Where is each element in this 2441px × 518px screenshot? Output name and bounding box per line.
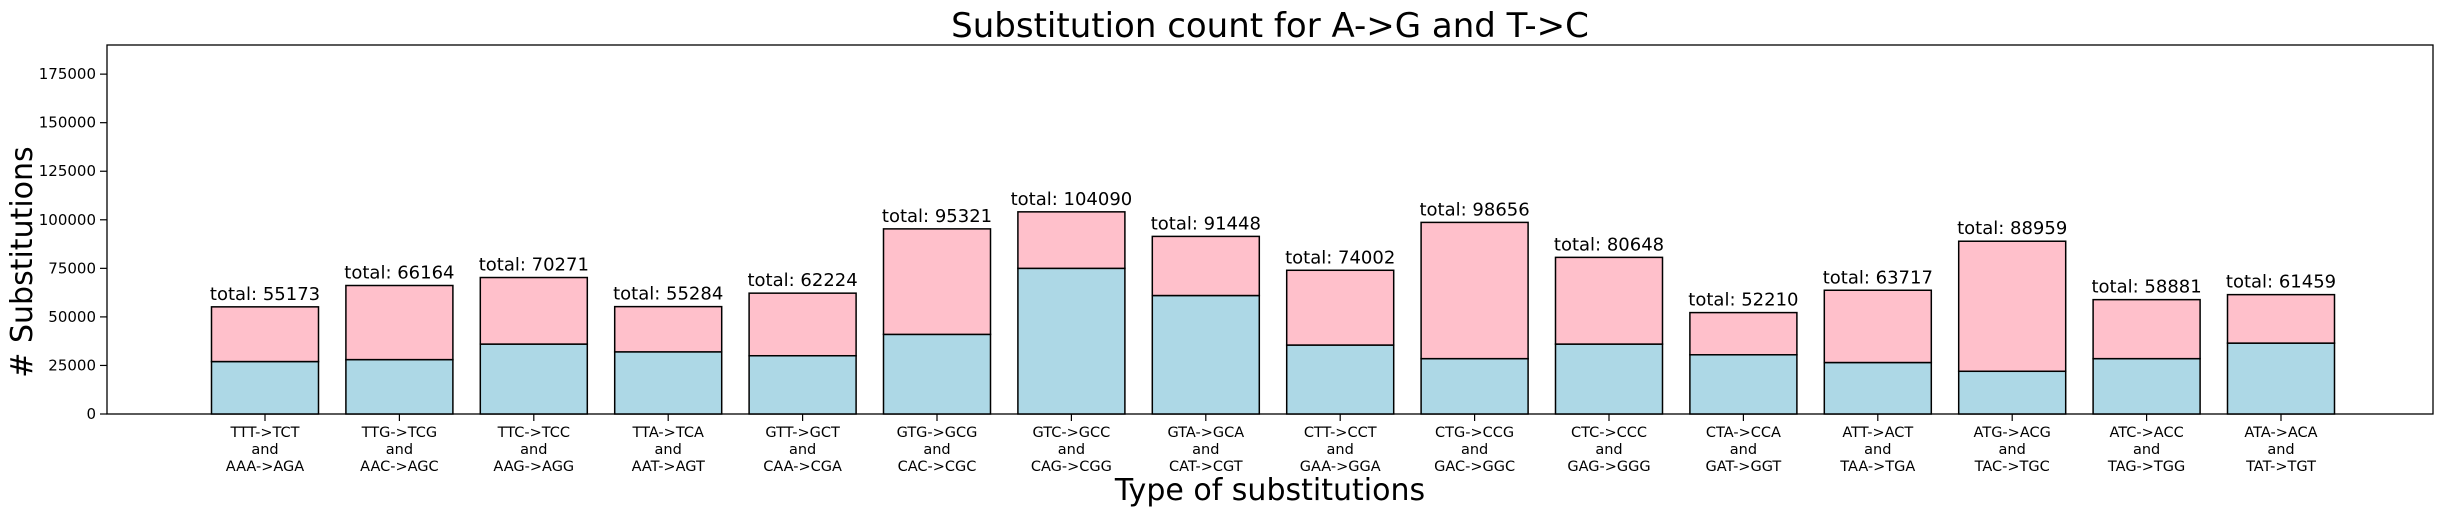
bar-segment-lower: [1420, 357, 1529, 415]
x-axis-label: Type of substitutions: [1114, 473, 1425, 508]
bar-segment-upper: [1823, 289, 1933, 364]
bar-segment-lower: [613, 351, 723, 415]
bar-segment-upper: [345, 284, 454, 361]
bar-segment-lower: [1957, 370, 2067, 415]
bar-segment-upper: [2226, 293, 2336, 344]
chart-title: Substitution count for A->G and T->C: [951, 6, 1589, 46]
bar-segment-lower: [1689, 354, 1798, 415]
x-tick-label: TTT->TCT and AAA->AGA: [226, 425, 305, 475]
bar-segment-upper: [1689, 311, 1798, 356]
y-tick-label: 0: [86, 405, 96, 423]
bar-segment-upper: [479, 276, 589, 345]
bar-segment-lower: [2226, 342, 2336, 415]
total-annotation: total: 63717: [1823, 267, 1933, 288]
bar-segment-lower: [1017, 267, 1126, 415]
x-tick-label: TTC->TCC and AAG->AGG: [493, 425, 574, 475]
bar-segment-lower: [882, 333, 992, 415]
y-tick-label: 25000: [48, 356, 96, 374]
x-tick-label: TTA->TCA and AAT->AGT: [632, 425, 705, 475]
y-tick-label: 50000: [48, 308, 96, 326]
bar-segment-upper: [1151, 235, 1261, 297]
x-tick-label: CTA->CCA and GAT->GGT: [1706, 425, 1782, 475]
y-tick-label: 75000: [48, 259, 96, 277]
total-annotation: total: 104090: [1011, 189, 1133, 210]
total-annotation: total: 98656: [1419, 199, 1529, 220]
x-tick-label: CTG->CCG and GAC->GGC: [1434, 425, 1515, 475]
total-annotation: total: 88959: [1957, 218, 2067, 239]
x-tick-label: CTT->CCT and GAA->GGA: [1300, 425, 1381, 475]
y-tick-label: 100000: [39, 211, 96, 229]
x-tick-label: ATC->ACC and TAG->TGG: [2107, 425, 2185, 475]
total-annotation: total: 74002: [1285, 247, 1395, 268]
total-annotation: total: 80648: [1554, 234, 1664, 255]
bar-segment-lower: [345, 358, 454, 415]
total-annotation: total: 91448: [1151, 213, 1261, 234]
y-axis-label: # Substitutions: [5, 146, 40, 377]
bar-segment-lower: [2092, 357, 2201, 415]
bar-segment-lower: [210, 360, 320, 415]
bar-segment-lower: [1151, 294, 1261, 415]
total-annotation: total: 62224: [747, 270, 857, 291]
x-tick-label: GTG->GCG and CAC->CGC: [897, 425, 978, 475]
bar-segment-lower: [479, 343, 589, 415]
total-annotation: total: 55284: [613, 284, 723, 305]
x-tick-label: ATG->ACG and TAC->TGC: [1974, 425, 2051, 475]
bar-segment-upper: [1017, 211, 1126, 270]
y-tick-label: 175000: [39, 65, 96, 83]
bar-segment-upper: [1420, 221, 1529, 360]
x-tick-label: GTA->GCA and CAT->CGT: [1167, 425, 1244, 475]
bar-segment-upper: [748, 292, 857, 357]
bar-segment-upper: [1285, 269, 1395, 346]
bar-segment-lower: [748, 354, 857, 415]
bar-segment-lower: [1554, 343, 1664, 415]
x-tick-label: ATA->ACA and TAT->TGT: [2244, 425, 2317, 475]
x-tick-label: ATT->ACT and TAA->TGA: [1839, 425, 1915, 475]
x-tick-label: GTT->GCT and CAA->CGA: [763, 425, 842, 475]
total-annotation: total: 55173: [210, 284, 320, 305]
total-annotation: total: 66164: [344, 263, 454, 284]
total-annotation: total: 52210: [1688, 290, 1798, 311]
total-annotation: total: 95321: [882, 206, 992, 227]
plot-frame: [106, 44, 2434, 415]
y-tick-label: 125000: [39, 162, 96, 180]
bar-segment-lower: [1823, 361, 1933, 415]
total-annotation: total: 61459: [2226, 272, 2336, 293]
total-annotation: total: 58881: [2091, 277, 2201, 298]
plot-area: 0 25000 50000 75000 100000 125000 150000 175000…: [39, 44, 2434, 475]
x-tick-label: TTG->TCG and AAC->AGC: [360, 425, 439, 475]
x-tick-label: GTC->GCC and CAG->CGG: [1031, 425, 1112, 475]
bar-segment-upper: [613, 305, 723, 353]
bar-segment-upper: [2092, 298, 2201, 360]
bar-segment-lower: [1285, 344, 1395, 415]
bar-segment-upper: [882, 228, 992, 336]
y-tick-label: 150000: [39, 114, 96, 132]
bar-segment-upper: [1554, 256, 1664, 345]
bar-segment-upper: [210, 306, 320, 363]
x-tick-label: CTC->CCC and GAG->GGG: [1567, 425, 1650, 475]
total-annotation: total: 70271: [479, 255, 589, 276]
bar-segment-upper: [1957, 240, 2067, 373]
